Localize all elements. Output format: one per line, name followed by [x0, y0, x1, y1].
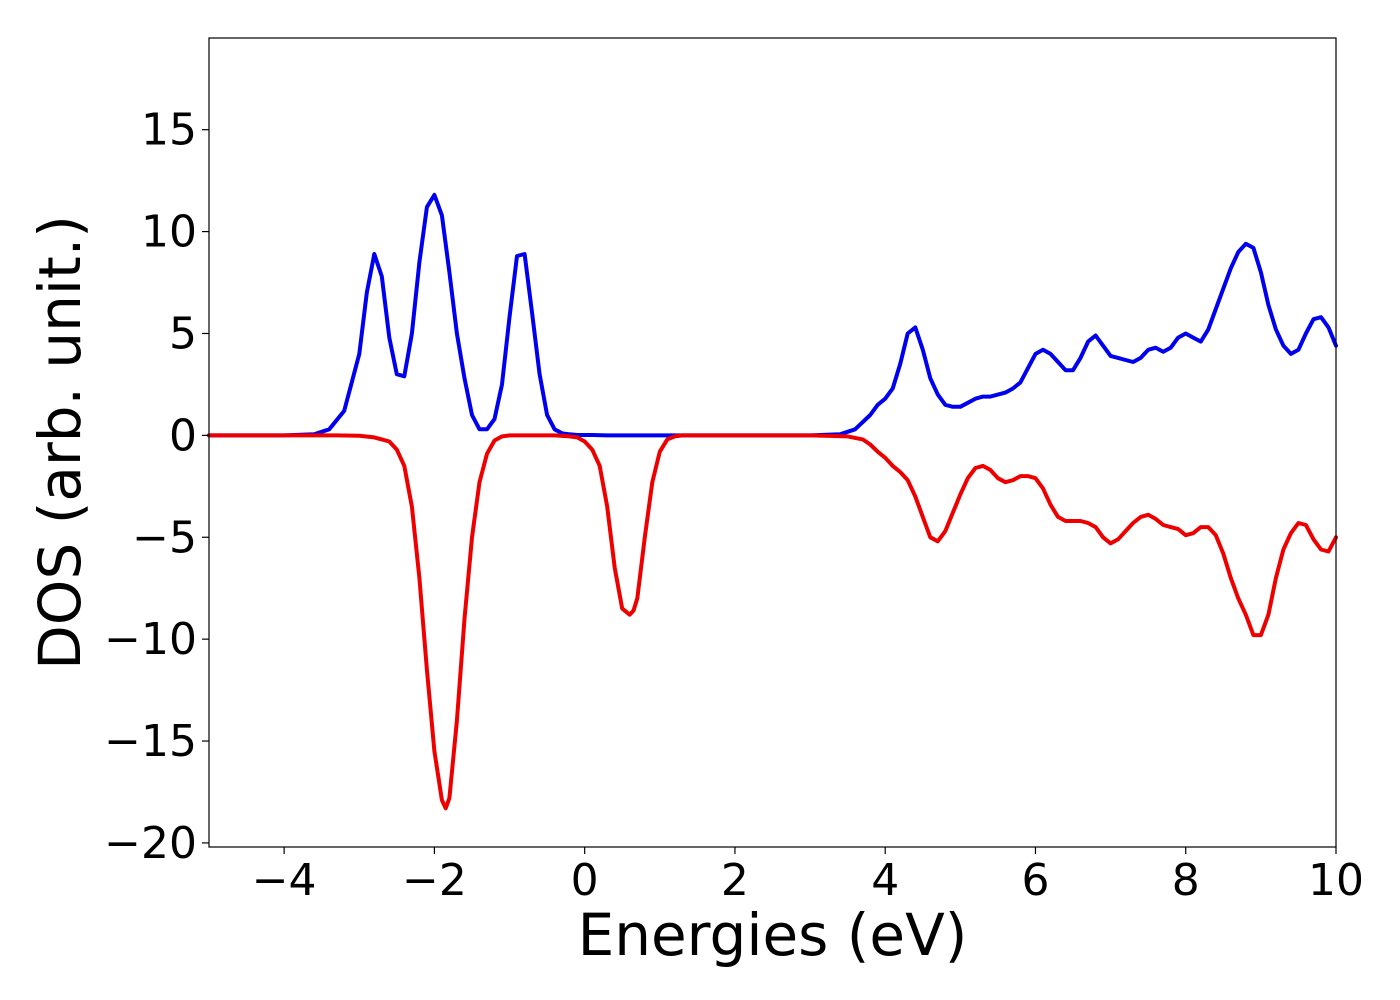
y-tick-label: −5	[132, 512, 197, 563]
x-tick-label: 8	[1172, 855, 1200, 906]
y-axis-ticks: −20 −15 −10 −5 0 5 10 15	[104, 105, 209, 869]
plot-frame	[208, 37, 1337, 848]
y-tick-label: −15	[104, 716, 197, 767]
y-tick-label: 0	[169, 410, 197, 461]
y-tick-label: −20	[104, 818, 197, 869]
y-tick-label: 10	[141, 207, 197, 258]
x-tick-label: −2	[402, 855, 467, 906]
y-tick-label: −10	[104, 614, 197, 665]
series-layer	[207, 192, 1338, 811]
x-tick-label: 4	[871, 855, 899, 906]
x-tick-label: 6	[1021, 855, 1049, 906]
y-axis-title: DOS (arb. unit.)	[26, 215, 94, 670]
x-tick-label: 2	[721, 855, 749, 906]
x-tick-label: 0	[571, 855, 599, 906]
series-line-1	[207, 192, 1338, 438]
y-tick-label: 5	[169, 308, 197, 359]
y-tick-label: 15	[141, 105, 197, 156]
x-tick-label: −4	[252, 855, 317, 906]
x-axis-title: Energies (eV)	[578, 901, 968, 969]
series-line-2	[207, 433, 1338, 811]
x-tick-label: 10	[1308, 855, 1364, 906]
x-axis-ticks: −4 −2 0 2 4 6 8 10	[252, 847, 1364, 906]
